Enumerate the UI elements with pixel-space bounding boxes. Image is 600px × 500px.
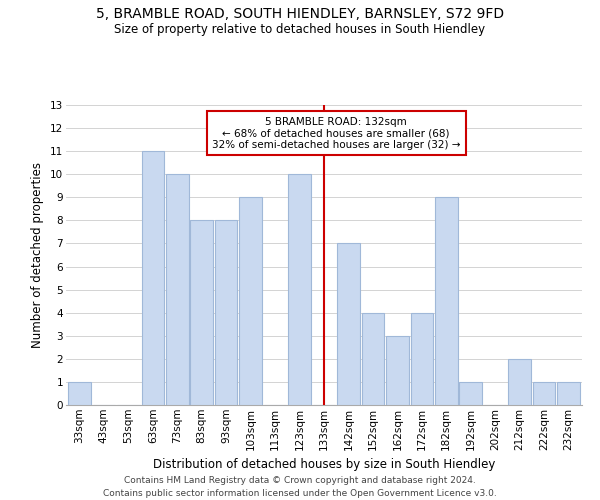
Bar xyxy=(557,382,580,405)
Bar xyxy=(460,382,482,405)
Bar xyxy=(288,174,311,405)
Text: Size of property relative to detached houses in South Hiendley: Size of property relative to detached ho… xyxy=(115,22,485,36)
Bar xyxy=(410,312,433,405)
Bar xyxy=(435,198,458,405)
Text: 5 BRAMBLE ROAD: 132sqm
← 68% of detached houses are smaller (68)
32% of semi-det: 5 BRAMBLE ROAD: 132sqm ← 68% of detached… xyxy=(212,116,460,150)
Bar xyxy=(190,220,213,405)
Bar xyxy=(533,382,556,405)
Bar xyxy=(142,151,164,405)
Bar xyxy=(215,220,238,405)
Bar xyxy=(239,198,262,405)
Bar xyxy=(386,336,409,405)
Text: Contains HM Land Registry data © Crown copyright and database right 2024.
Contai: Contains HM Land Registry data © Crown c… xyxy=(103,476,497,498)
Bar xyxy=(337,244,360,405)
Bar xyxy=(166,174,188,405)
Bar xyxy=(362,312,384,405)
Bar xyxy=(68,382,91,405)
Bar xyxy=(508,359,531,405)
Y-axis label: Number of detached properties: Number of detached properties xyxy=(31,162,44,348)
X-axis label: Distribution of detached houses by size in South Hiendley: Distribution of detached houses by size … xyxy=(153,458,495,471)
Text: 5, BRAMBLE ROAD, SOUTH HIENDLEY, BARNSLEY, S72 9FD: 5, BRAMBLE ROAD, SOUTH HIENDLEY, BARNSLE… xyxy=(96,8,504,22)
